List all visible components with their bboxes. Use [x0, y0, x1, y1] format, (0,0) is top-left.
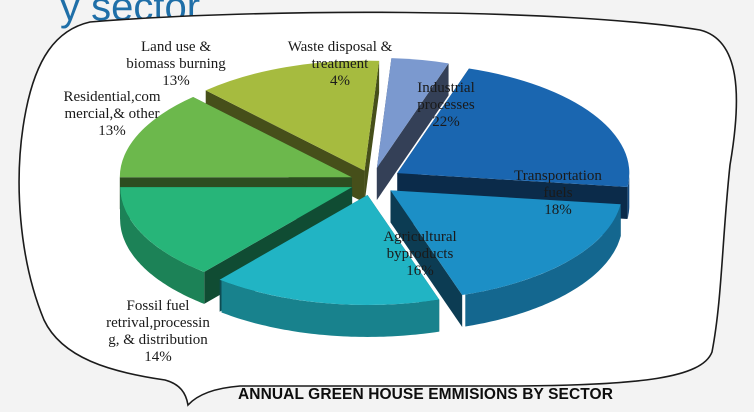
slice-category-line: fuels: [543, 185, 572, 201]
slice-category-line: byproducts: [387, 246, 454, 262]
pie-slice-side: [465, 204, 621, 327]
pie-chart: [119, 58, 630, 337]
slice-category-line: Land use &: [141, 39, 211, 55]
slice-percent: 4%: [330, 73, 350, 89]
slice-label-7: Waste disposal & treatment 4%: [288, 39, 393, 89]
pie-slice-wall: [390, 190, 463, 328]
pie-slice-top: [205, 60, 380, 171]
slice-category-line: treatment: [312, 56, 369, 72]
slice-category-line: Residential,com: [63, 89, 160, 105]
chart-caption: ANNUAL GREEN HOUSE EMMISIONS BY SECTOR: [238, 386, 613, 403]
slice-category-line: Waste disposal &: [288, 39, 393, 55]
pie-slice-3: [219, 194, 440, 337]
pie-slice-top: [390, 190, 621, 296]
slice-percent: 22%: [432, 114, 460, 130]
slice-percent: 13%: [98, 123, 126, 139]
slice-label-6: Land use & biomass burning 13%: [126, 39, 226, 89]
pie-slice-wall: [376, 63, 449, 200]
slice-label-4: Fossil fuel retrival,processin g, & distri…: [106, 298, 210, 365]
pie-slice-top: [119, 97, 352, 178]
slice-percent: 18%: [544, 202, 572, 218]
pie-slice-side: [221, 280, 440, 337]
slice-percent: 13%: [162, 73, 190, 89]
pie-slice-top: [376, 58, 449, 168]
pie-slice-2: [390, 190, 621, 328]
slice-label-2: Transportation fuels 18%: [514, 168, 602, 218]
slice-category-line: Fossil fuel: [127, 298, 190, 314]
slice-category-line: g, & distribution: [108, 332, 208, 348]
pie-slice-wall: [364, 60, 380, 203]
slice-category-line: processes: [417, 97, 475, 113]
pie-slice-top: [397, 68, 630, 187]
slice-category-line: biomass burning: [126, 56, 226, 72]
pie-slice-top: [120, 187, 353, 272]
pie-slice-side: [120, 187, 205, 304]
pie-slice-4: [120, 187, 353, 304]
pie-slice-top: [219, 194, 440, 305]
slice-category-line: mercial,& other: [65, 106, 160, 122]
slice-labels: Industrial processes 22% Transportation fuel…: [63, 39, 602, 365]
slice-category-line: Transportation: [514, 168, 602, 184]
slice-label-5: Residential,com mercial,& other 13%: [63, 89, 160, 139]
slice-label-1: Industrial processes 22%: [417, 80, 475, 130]
slice-category-line: retrival,processin: [106, 315, 210, 331]
slice-category-line: Agricultural: [383, 229, 456, 245]
slice-percent: 14%: [144, 349, 172, 365]
slice-label-3: Agricultural byproducts 16%: [383, 229, 456, 279]
slice-category-line: Industrial: [417, 80, 475, 96]
slice-percent: 16%: [406, 263, 434, 279]
pie-slice-side: [627, 171, 630, 219]
pie-slice-7: [376, 58, 449, 200]
